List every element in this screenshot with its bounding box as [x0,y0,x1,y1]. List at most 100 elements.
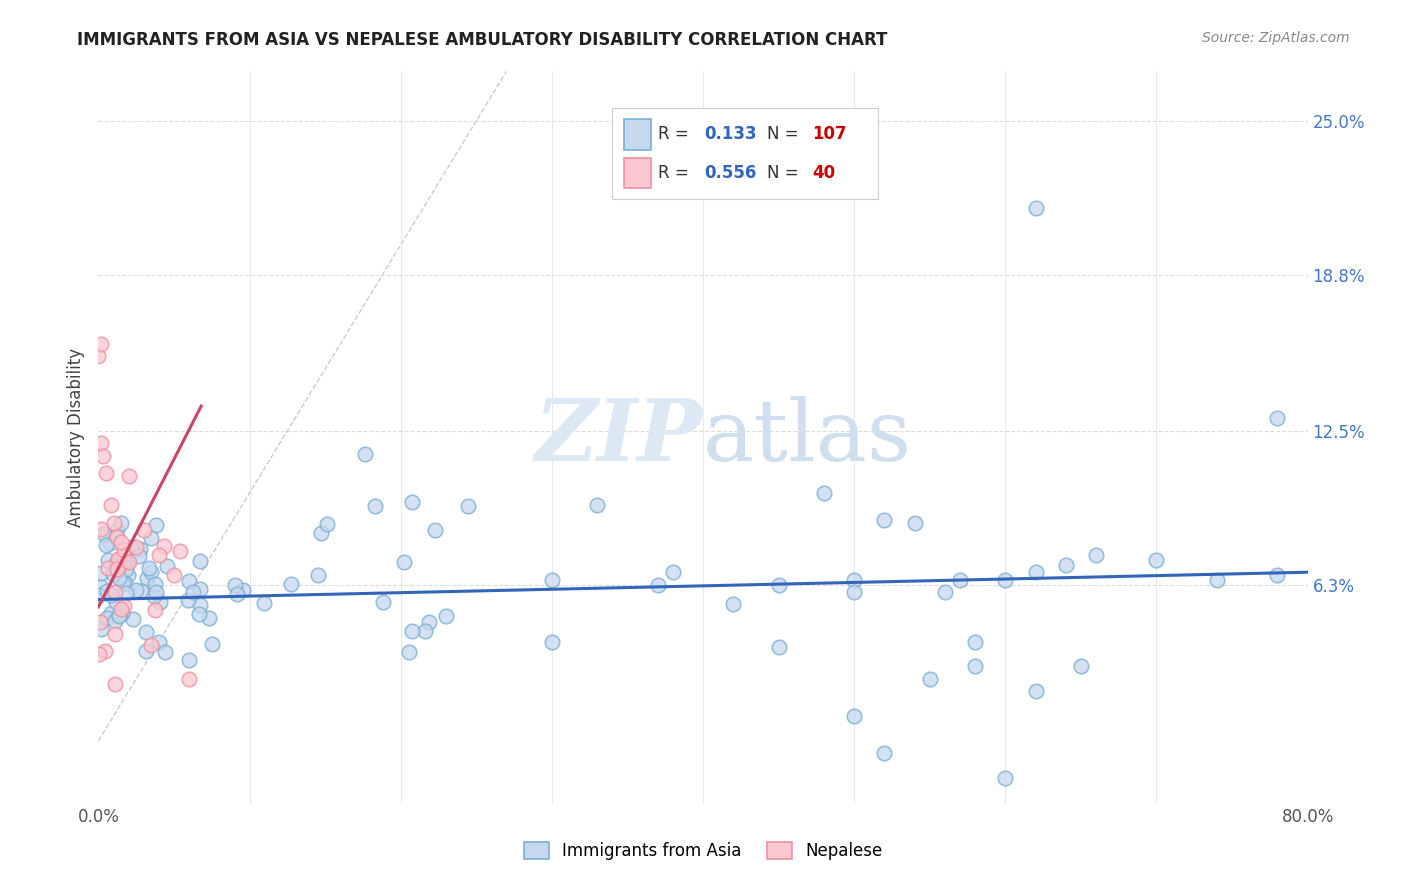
Point [90,622,112,636]
Text: atlas: atlas [703,395,912,479]
Point [136,570,159,584]
Point [844,573,866,587]
Point [110,602,132,616]
Point [96,611,118,625]
Point [89,588,111,602]
Point [104,556,127,570]
Text: 0.133: 0.133 [704,125,756,144]
Point [647,577,669,591]
Point [371,595,394,609]
Point [354,446,377,460]
Point [103,516,125,530]
Point [540,573,562,587]
Point [105,523,128,537]
Point [141,531,163,545]
Point [1024,565,1046,579]
Point [117,554,139,568]
Point [87,350,110,364]
Point [139,565,162,579]
Point [143,603,166,617]
Point [163,567,186,582]
Point [104,626,127,640]
Point [110,535,132,549]
Point [115,562,138,576]
Point [965,659,987,673]
Point [107,571,129,585]
Text: 40: 40 [811,164,835,182]
Point [148,548,170,562]
Point [105,562,128,576]
Point [107,552,129,566]
Point [904,516,927,530]
Point [141,638,163,652]
Point [145,585,167,599]
Point [768,577,790,591]
Point [138,561,160,575]
Point [873,746,896,760]
Point [118,469,141,483]
Point [873,513,896,527]
Point [91,449,114,463]
Point [125,541,148,555]
Point [401,624,423,638]
Point [90,522,112,536]
Point [177,653,200,667]
Point [128,549,150,563]
Point [918,672,941,686]
Point [149,595,172,609]
Point [131,584,153,599]
Point [253,596,276,610]
Point [994,573,1017,587]
Point [153,645,176,659]
Point [90,566,112,581]
Point [94,466,117,480]
Point [723,598,745,612]
Point [425,524,447,538]
Point [934,585,956,599]
Point [586,498,609,512]
Point [110,567,132,582]
Point [280,576,302,591]
Point [1267,567,1289,582]
Point [315,517,337,532]
Point [90,337,112,351]
Point [93,527,115,541]
Point [201,637,224,651]
Point [177,592,200,607]
Point [156,559,179,574]
Point [107,608,129,623]
Point [232,582,254,597]
Point [1144,553,1167,567]
Point [104,677,127,691]
Point [661,565,683,579]
Point [364,499,387,513]
Point [1024,684,1046,698]
Point [392,555,415,569]
Bar [624,119,651,150]
Point [105,530,128,544]
Point [129,541,152,556]
Point [110,516,132,530]
Text: ZIP: ZIP [536,395,703,479]
Point [434,609,457,624]
Point [309,526,332,541]
Point [540,634,562,648]
Point [100,606,122,620]
Point [90,436,112,450]
Text: R =: R = [658,125,689,144]
Point [120,540,142,554]
Point [198,610,221,624]
Point [104,585,127,599]
Point [307,567,329,582]
Point [114,575,136,590]
Text: R =: R = [658,164,689,182]
Point [122,612,145,626]
Point [132,523,155,537]
Point [111,555,134,569]
Point [1070,659,1092,673]
Point [97,561,120,575]
Point [111,606,134,620]
Point [135,625,157,640]
Point [112,599,135,613]
Point [89,647,111,661]
